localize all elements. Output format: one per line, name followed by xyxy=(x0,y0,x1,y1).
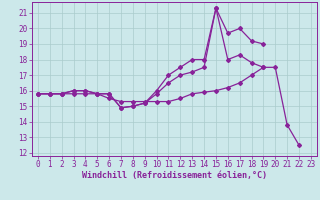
X-axis label: Windchill (Refroidissement éolien,°C): Windchill (Refroidissement éolien,°C) xyxy=(82,171,267,180)
